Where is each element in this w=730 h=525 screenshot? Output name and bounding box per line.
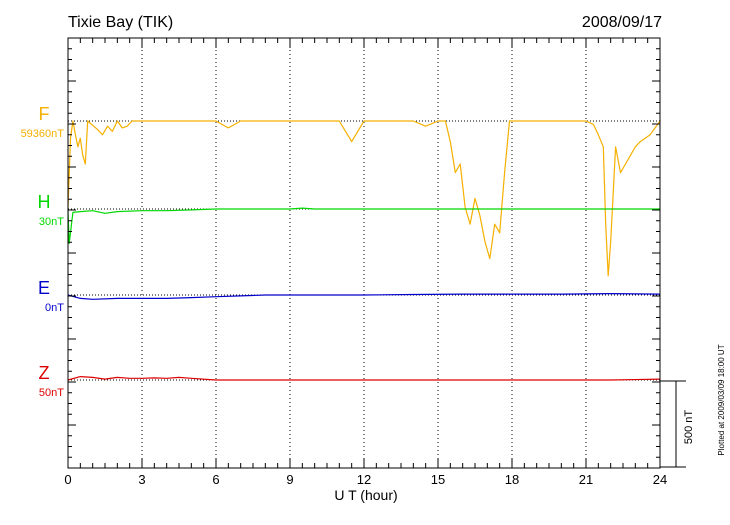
x-tick-label-12: 12 [357,472,371,487]
x-tick-label-6: 6 [212,472,219,487]
x-axis-label: U T (hour) [334,487,397,503]
series-layer [67,120,661,381]
series-name-f: F [39,104,50,124]
series-baseline-label-z: 50nT [39,387,64,399]
scale-bar-label: 500 nT [683,410,695,445]
series-name-e: E [38,278,50,298]
series-baseline-label-f: 59360nT [21,128,65,140]
x-tick-label-9: 9 [286,472,293,487]
series-name-z: Z [39,363,50,383]
chart-date: 2008/09/17 [582,14,662,31]
series-line-f [67,120,661,277]
chart-title: Tixie Bay (TIK) [68,14,173,31]
series-name-h: H [38,192,51,212]
label-layer: 0 3 6 9 12 15 18 21 24 F 59360nT H 30nT E 0nT Z 50nT [21,104,668,487]
grid-layer [68,38,660,468]
series-baseline-label-e: 0nT [45,302,64,314]
series-baseline-label-h: 30nT [39,216,64,228]
tick-layer [67,37,686,469]
series-line-z [67,376,661,381]
series-line-e [67,293,661,300]
x-tick-label-18: 18 [505,472,519,487]
x-tick-label-3: 3 [138,472,145,487]
x-tick-label-21: 21 [579,472,593,487]
x-tick-label-15: 15 [431,472,445,487]
x-tick-label-0: 0 [64,472,71,487]
x-tick-label-24: 24 [653,472,667,487]
series-line-h [67,207,660,244]
plotted-at-footer: Plotted at 2009/03/09 18:00 UT [717,344,726,455]
